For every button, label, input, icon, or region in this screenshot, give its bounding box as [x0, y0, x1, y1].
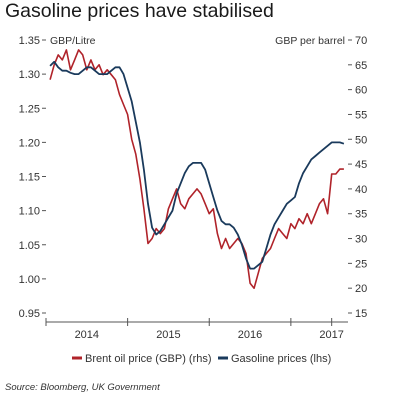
chart-title: Gasoline prices have stabilised	[5, 0, 274, 22]
right-tick-label: 60	[355, 85, 367, 97]
x-tick-label: 2016	[238, 329, 262, 341]
brent-series-line	[49, 49, 344, 290]
legend-gas-label: Gasoline prices (lhs)	[231, 353, 331, 365]
legend-brent-label: Brent oil price (GBP) (rhs)	[85, 353, 212, 365]
left-tick-label: 1.10	[19, 206, 40, 218]
right-tick-label: 50	[355, 134, 367, 146]
right-tick-label: 25	[355, 258, 367, 270]
left-tick-label: 1.35	[19, 35, 40, 47]
left-tick-label: 1.05	[19, 240, 40, 252]
left-tick-label: 1.00	[19, 274, 40, 286]
right-tick-label: 40	[355, 184, 367, 196]
left-tick-label: 1.20	[19, 137, 40, 149]
left-tick-label: 1.15	[19, 172, 40, 184]
right-tick-label: 65	[355, 60, 367, 72]
right-tick-label: 55	[355, 109, 367, 121]
right-tick-label: 45	[355, 159, 367, 171]
legend: Brent oil price (GBP) (rhs) Gasoline pri…	[72, 353, 331, 365]
right-tick-label: 70	[355, 35, 367, 47]
left-axis-unit-label: GBP/Litre	[50, 35, 96, 47]
right-tick-label: 30	[355, 234, 367, 246]
axes-layer: 1.35 1.30 1.25 1.20 1.15 1.10 1.05 1.00 0.95 70 65…	[19, 35, 368, 341]
series-layer	[49, 49, 345, 290]
right-tick-label: 15	[355, 308, 367, 320]
right-tick-label: 35	[355, 209, 367, 221]
gasoline-series-line	[49, 60, 345, 270]
x-tick-label: 2015	[156, 329, 180, 341]
source-note: Source: Bloomberg, UK Government	[5, 382, 160, 393]
x-tick-label: 2014	[75, 329, 99, 341]
x-tick-label: 2017	[319, 329, 343, 341]
left-tick-label: 1.30	[19, 69, 40, 81]
right-axis-unit-label: GBP per barrel	[275, 35, 345, 47]
left-tick-label: 0.95	[19, 308, 40, 320]
left-tick-label: 1.25	[19, 103, 40, 115]
right-tick-label: 20	[355, 283, 367, 295]
